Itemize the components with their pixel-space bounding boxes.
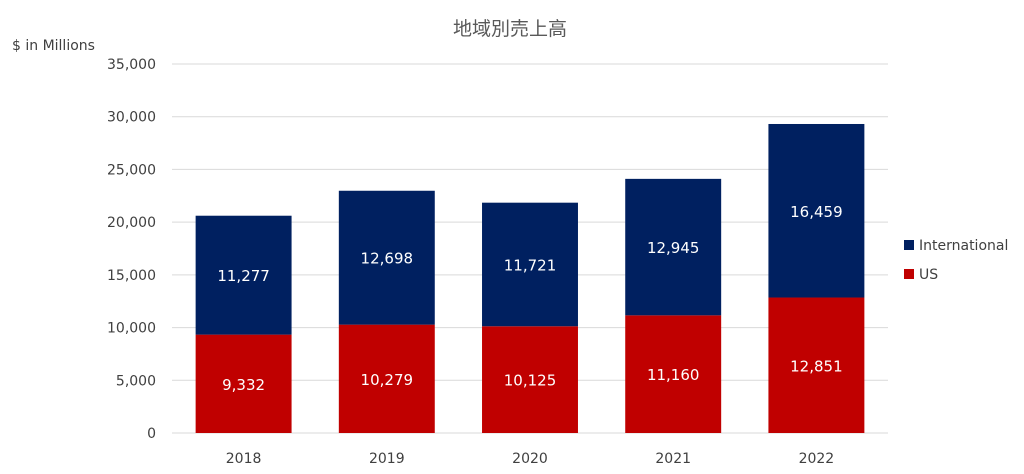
y-tick-label-7: 35,000 [107, 57, 156, 73]
data-label-us-2022: 12,851 [790, 357, 843, 375]
data-label-us-2021: 11,160 [647, 366, 700, 384]
y-tick-label-5: 25,000 [107, 162, 156, 178]
data-label-international-2019: 12,698 [361, 250, 414, 268]
legend: International US [904, 238, 1008, 283]
data-label-international-2018: 11,277 [217, 267, 270, 285]
x-tick-label-2020: 2020 [512, 451, 548, 467]
legend-swatch-us [904, 269, 914, 279]
data-label-international-2021: 12,945 [647, 239, 700, 257]
bar-us-2022 [768, 297, 865, 433]
bar-us-2019 [338, 324, 435, 433]
y-tick-label-1: 5,000 [116, 373, 156, 389]
y-axis-unit-label: $ in Millions [12, 38, 95, 54]
bar-us-2021 [625, 315, 722, 433]
data-label-international-2022: 16,459 [790, 203, 843, 221]
legend-label-us: US [919, 267, 938, 283]
data-label-us-2018: 9,332 [222, 376, 265, 394]
bar-us-2020 [482, 326, 578, 433]
legend-swatch-international [904, 240, 914, 250]
legend-label-international: International [919, 238, 1008, 254]
x-tick-label-2019: 2019 [369, 451, 405, 467]
y-tick-label-3: 15,000 [107, 268, 156, 284]
x-tick-label-2021: 2021 [655, 451, 691, 467]
bars [195, 123, 865, 433]
data-label-us-2019: 10,279 [361, 371, 414, 389]
y-tick-label-2: 10,000 [107, 321, 156, 337]
data-label-us-2020: 10,125 [504, 372, 557, 390]
bar-international-2019 [338, 190, 435, 325]
bar-international-2020 [482, 202, 578, 327]
x-tick-label-2018: 2018 [226, 451, 262, 467]
y-axis-tick-labels: 0 5,000 10,000 15,000 20,000 25,000 30,000 35,0… [107, 57, 156, 442]
y-tick-label-6: 30,000 [107, 110, 156, 126]
bar-international-2021 [625, 178, 722, 316]
bar-international-2018 [195, 215, 292, 335]
x-axis-tick-labels: 2018 2019 2020 2021 2022 [226, 451, 834, 467]
y-tick-label-0: 0 [147, 426, 156, 442]
data-label-international-2020: 11,721 [504, 256, 557, 274]
bar-us-2018 [195, 334, 292, 433]
y-tick-label-4: 20,000 [107, 215, 156, 231]
chart-title: 地域別売上高 [453, 18, 567, 40]
x-tick-label-2022: 2022 [799, 451, 835, 467]
data-labels: 9,332 11,277 10,279 12,698 10,125 11,721 11,16… [217, 203, 842, 394]
bar-international-2022 [768, 123, 865, 298]
